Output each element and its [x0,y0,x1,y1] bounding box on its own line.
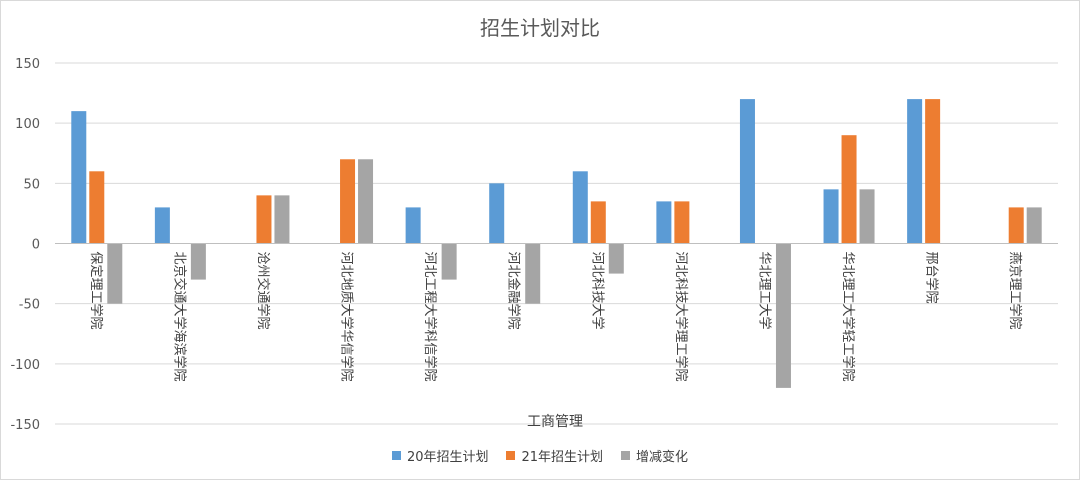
bar-1 [739,99,755,244]
bar-2 [1008,207,1024,244]
bar-3 [190,243,206,280]
bar-2 [340,159,356,244]
bar-1 [656,201,672,244]
bar-3 [859,189,875,244]
legend-swatch [391,451,401,460]
bar-3 [274,195,290,244]
bar-1 [823,189,839,244]
bar-3 [358,159,374,244]
x-axis-title: 工商管理 [527,414,583,430]
bar-3 [775,243,791,388]
y-tick-label: 50 [23,177,40,192]
bar-2 [841,135,857,244]
category-label: 北京交通大学海滨学院 [171,252,187,382]
legend-item: 21年招生计划 [506,446,603,465]
category-label: 河北科技大学理工学院 [673,252,689,382]
legend-label: 21年招生计划 [521,450,604,465]
category-label: 保定理工学院 [88,252,104,330]
category-label: 华北理工大学 [756,252,772,330]
bar-1 [907,99,923,244]
bar-1 [405,207,421,244]
bar-3 [107,243,123,304]
bar-3 [1026,207,1042,244]
legend-label: 20年招生计划 [406,450,489,465]
bar-2 [674,201,690,244]
category-label: 华北理工大学轻工学院 [840,252,856,382]
bar-1 [489,183,505,244]
bar-2 [89,171,105,244]
bar-3 [525,243,541,304]
category-label: 燕京理工学院 [1007,252,1023,330]
legend-swatch [621,451,631,460]
category-label: 河北金融学院 [506,252,522,330]
legend-item: 增减变化 [621,446,688,465]
y-tick-label: -50 [19,298,40,313]
category-label: 河北工程大学科信学院 [422,252,438,382]
legend-swatch [506,451,516,460]
bar-1 [572,171,588,244]
legend-item: 20年招生计划 [391,446,489,465]
category-label: 沧州交通学院 [255,252,271,330]
legend: 20年招生计划 21年招生计划 增减变化 [0,446,1080,465]
chart-title: 招生计划对比 [480,16,600,40]
bar-3 [441,243,457,280]
y-tick-label: 150 [15,57,40,72]
legend-label: 增减变化 [636,450,689,465]
y-tick-label: -150 [10,418,40,433]
category-label: 河北科技大学 [589,252,605,330]
category-label: 邢台学院 [924,252,940,304]
bar-3 [608,243,624,274]
y-tick-label: 100 [15,117,40,132]
category-label: 河北地质大学华信学院 [339,252,355,382]
y-tick-label: 0 [32,238,40,253]
bar-1 [71,111,87,244]
bar-2 [256,195,272,244]
bar-2 [590,201,606,244]
bar-1 [154,207,170,244]
bar-2 [925,99,941,244]
y-tick-label: -100 [10,358,40,373]
